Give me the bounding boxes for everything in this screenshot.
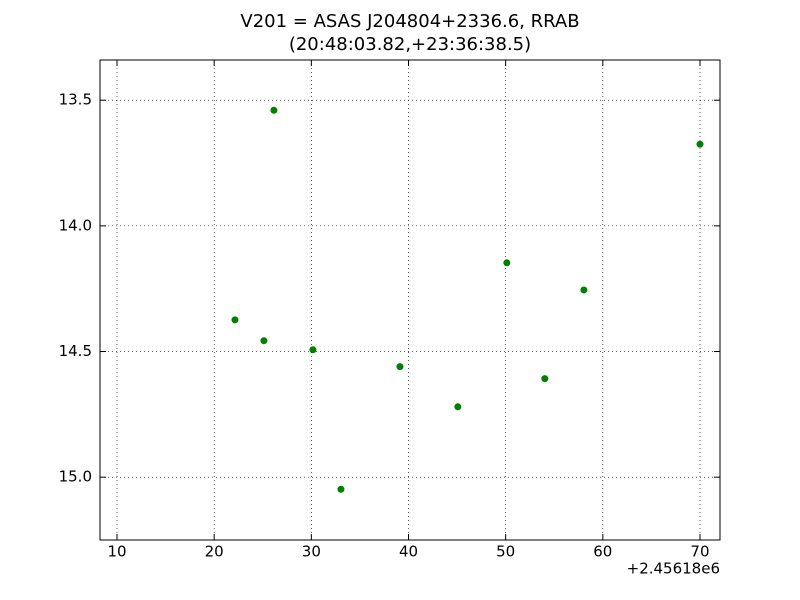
point <box>260 337 268 345</box>
x-tick-label: 40 <box>399 543 418 561</box>
chart-subtitle: (20:48:03.82,+23:36:38.5) <box>289 34 531 55</box>
x-tick-label: 30 <box>302 543 321 561</box>
x-offset-label: +2.45618e6 <box>627 560 720 578</box>
x-tick-label: 10 <box>107 543 126 561</box>
point <box>337 485 345 493</box>
point <box>396 363 404 371</box>
x-tick-label: 20 <box>205 543 224 561</box>
y-tick-label: 15.0 <box>59 468 92 486</box>
x-tick-label: 70 <box>690 543 709 561</box>
point <box>580 286 588 294</box>
x-tick-label: 60 <box>593 543 612 561</box>
y-tick-label: 14.5 <box>59 342 92 360</box>
x-tick-label: 50 <box>496 543 515 561</box>
point <box>503 259 511 267</box>
y-tick-label: 14.0 <box>59 216 92 234</box>
point <box>270 106 278 114</box>
point <box>309 346 317 354</box>
point <box>454 403 462 411</box>
point <box>696 140 704 148</box>
point <box>231 316 239 324</box>
chart-title: V201 = ASAS J204804+2336.6, RRAB <box>240 11 579 32</box>
point <box>541 375 549 383</box>
y-tick-label: 13.5 <box>59 91 92 109</box>
plot-frame <box>99 59 721 541</box>
